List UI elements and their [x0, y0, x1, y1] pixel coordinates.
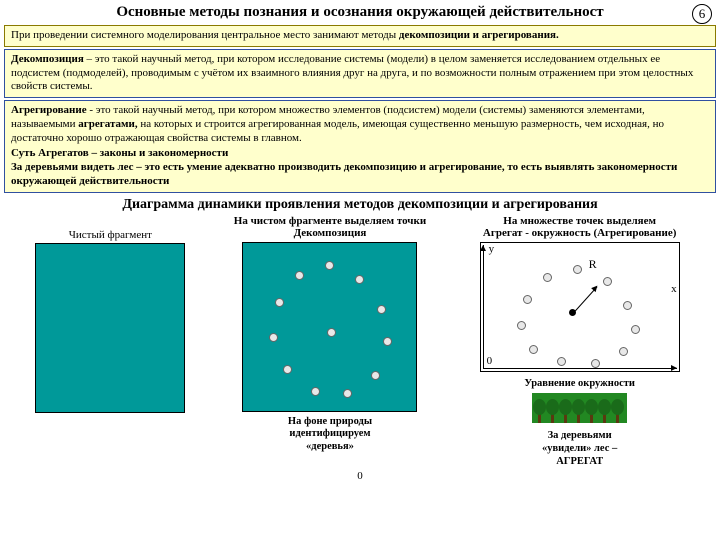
dec-text: – это такой научный метод, при котором и…	[11, 53, 693, 93]
zero-label: 0	[487, 355, 493, 367]
panel-3: y x 0 R	[480, 242, 680, 372]
c3-label: На множестве точек выделяемАгрегат - окр…	[483, 215, 677, 240]
col-1: Чистый фрагмент	[25, 215, 195, 414]
sut-l2: За деревьями видеть лес – это есть умени…	[11, 161, 677, 187]
intro-text: При проведении системного моделирования …	[11, 29, 399, 41]
diagram-title: Диаграмма динамики проявления методов де…	[0, 197, 720, 213]
agr-term2: агрегатами,	[78, 118, 137, 130]
aggregation-box: Агрегирование - это такой научный метод,…	[4, 100, 716, 193]
page-title: Основные методы познания и осознания окр…	[0, 0, 720, 23]
center-dot	[569, 309, 576, 316]
diagram-row: Чистый фрагмент На чистом фрагменте выде…	[0, 215, 720, 469]
radius-arrow	[572, 286, 597, 313]
col-2: На чистом фрагменте выделяем точкиДекомп…	[230, 215, 430, 454]
c1-label: Чистый фрагмент	[69, 229, 152, 242]
r-label: R	[589, 257, 597, 272]
forest-icon	[532, 393, 627, 423]
x-label: x	[671, 283, 677, 295]
decomposition-box: Декомпозиция – это такой научный метод, …	[4, 49, 716, 98]
intro-box: При проведении системного моделирования …	[4, 25, 716, 47]
intro-bold: декомпозиции и агрегирования.	[399, 29, 559, 41]
agr-term: Агрегирование	[11, 104, 87, 116]
c3-after2: За деревьями«увидели» лес –АГРЕГАТ	[542, 430, 617, 468]
y-axis	[483, 245, 484, 369]
sut-title: Суть Агрегатов – законы и закономерности	[11, 147, 228, 159]
panel-1	[35, 243, 185, 413]
page-number: 6	[692, 4, 712, 24]
y-label: y	[489, 243, 495, 255]
panel-2	[242, 242, 417, 412]
bottom-zero: 0	[0, 470, 720, 482]
col-3: На множестве точек выделяемАгрегат - окр…	[465, 215, 695, 469]
c2-after: На фоне природыидентифицируем«деревья»	[288, 416, 372, 454]
dec-term: Декомпозиция	[11, 53, 84, 65]
c3-eq: Уравнение окружности	[524, 378, 635, 391]
c2-label: На чистом фрагменте выделяем точкиДекомп…	[234, 215, 426, 240]
x-axis	[483, 368, 677, 369]
